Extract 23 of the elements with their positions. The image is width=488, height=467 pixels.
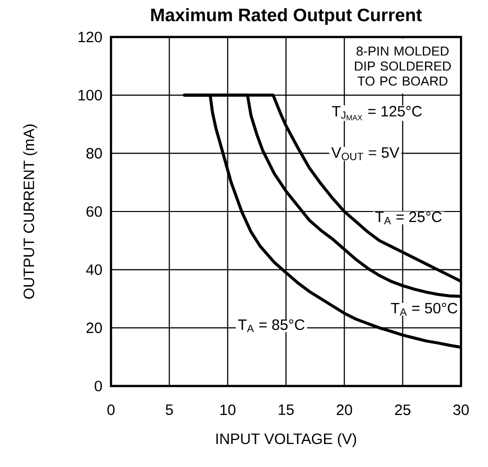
y-tick-label: 0 <box>94 380 102 392</box>
chart-title: Maximum Rated Output Current <box>151 8 422 25</box>
y-tick-label: 80 <box>86 148 102 159</box>
series-label: T$_{A}$ = 25°C <box>375 212 442 224</box>
y-axis-title: OUTPUT CURRENT (mA) <box>23 124 38 299</box>
y-tick-label: 60 <box>86 206 102 217</box>
annotation: $\mathrm{T}_{\mathrm{J}_{\mathrm{MAX}}}\mbox{ = 125°C}$ <box>332 106 422 120</box>
y-tick-label: 120 <box>78 32 102 42</box>
y-tick-label: 100 <box>78 90 102 100</box>
annotation: 8-PIN MOLDED DIP SOLDERED TO PC BOARD <box>354 46 451 86</box>
x-tick-label: 0 <box>107 404 115 416</box>
y-tick-label: 40 <box>86 264 102 275</box>
x-tick-label: 25 <box>395 404 410 416</box>
x-tick-label: 15 <box>278 404 294 415</box>
y-tick-label: 20 <box>86 322 102 334</box>
series-label: T$_{A}$ = 85°C <box>238 319 304 332</box>
x-tick-label: 5 <box>166 404 173 415</box>
x-tick-label: 30 <box>453 404 469 416</box>
series-label: T$_{A}$ = 50°C <box>390 302 458 316</box>
annotation: V$_{OUT}$ = 5V <box>331 147 400 160</box>
x-tick-label: 20 <box>336 404 352 416</box>
x-tick-label: 10 <box>220 404 236 416</box>
x-axis-title: INPUT VOLTAGE (V) <box>216 433 356 448</box>
